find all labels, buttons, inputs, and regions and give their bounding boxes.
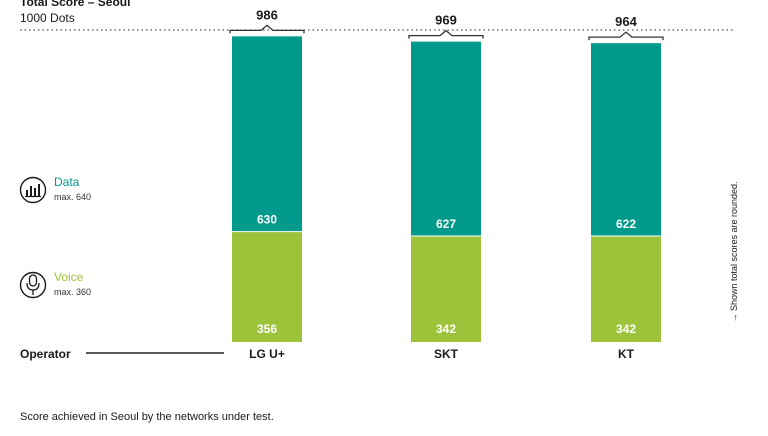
- total-score-label: 964: [615, 14, 637, 29]
- bar-chart-icon-bar: [38, 184, 40, 196]
- bar-segment-voice: [232, 231, 302, 342]
- category-label: SKT: [434, 347, 459, 361]
- data-value-label: 627: [436, 217, 456, 231]
- legend-data-label: Data: [54, 175, 80, 189]
- data-value-label: 622: [616, 217, 636, 231]
- bar-chart-icon-bar: [30, 186, 32, 196]
- footnote: Score achieved in Seoul by the networks …: [20, 411, 274, 423]
- total-score-label: 969: [435, 13, 457, 28]
- legend-voice-label: Voice: [54, 270, 84, 284]
- chart-title: Total Score – Seoul: [20, 0, 130, 9]
- legend-voice-max: max. 360: [54, 287, 91, 297]
- total-bracket: [588, 31, 664, 41]
- axis-label-operator: Operator: [20, 347, 71, 361]
- bar-segment-data: [232, 36, 302, 232]
- legend-data-max: max. 640: [54, 192, 91, 202]
- total-bracket: [408, 29, 484, 39]
- voice-value-label: 342: [436, 322, 456, 336]
- voice-value-label: 342: [616, 322, 636, 336]
- bar-segment-data: [591, 43, 661, 236]
- chart-subtitle: 1000 Dots: [20, 11, 75, 25]
- total-score-label: 986: [256, 7, 278, 22]
- bar-segment-voice: [591, 235, 661, 342]
- category-label: KT: [618, 347, 635, 361]
- voice-value-label: 356: [257, 322, 277, 336]
- bar-chart-icon-bar: [34, 188, 36, 196]
- data-value-label: 630: [257, 213, 277, 227]
- bar-chart-icon-bar: [26, 190, 28, 196]
- category-label: LG U+: [249, 347, 285, 361]
- total-bracket: [229, 24, 305, 34]
- bar-segment-voice: [411, 235, 481, 342]
- bar-chart-icon: [19, 176, 47, 204]
- microphone-icon: [19, 271, 47, 299]
- microphone-icon-capsule: [28, 274, 38, 287]
- bar-segment-data: [411, 41, 481, 236]
- rounded-scores-note: → Shown total scores are rounded.: [729, 181, 739, 322]
